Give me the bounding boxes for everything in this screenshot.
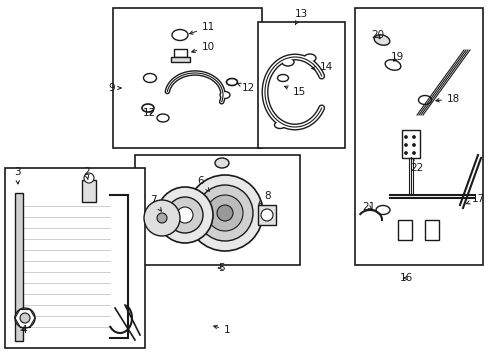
Text: 5: 5 [218, 263, 224, 273]
Bar [171, 57, 190, 62]
Text: 12: 12 [142, 108, 156, 118]
Ellipse shape [226, 78, 237, 85]
Text: 20: 20 [370, 30, 384, 40]
Text: 6: 6 [197, 176, 209, 191]
Circle shape [404, 152, 407, 154]
Ellipse shape [304, 54, 315, 62]
Bar [113, 8, 262, 148]
Text: 12: 12 [236, 83, 255, 93]
Ellipse shape [282, 58, 293, 66]
Polygon shape [22, 195, 128, 338]
Ellipse shape [274, 122, 285, 129]
Circle shape [412, 144, 415, 147]
Ellipse shape [215, 158, 228, 168]
Circle shape [157, 213, 167, 223]
Bar [401, 130, 419, 158]
Bar [258, 22, 345, 148]
Text: 13: 13 [294, 9, 307, 24]
Bar [5, 168, 145, 348]
Circle shape [404, 135, 407, 139]
Ellipse shape [277, 75, 288, 81]
Bar [15, 193, 23, 341]
Text: 7: 7 [150, 195, 161, 211]
Text: 17: 17 [466, 194, 484, 204]
Circle shape [217, 205, 232, 221]
Ellipse shape [373, 35, 389, 45]
Circle shape [84, 173, 94, 183]
Circle shape [157, 187, 213, 243]
Text: 1: 1 [213, 325, 230, 335]
Text: 9: 9 [108, 83, 121, 93]
Circle shape [186, 175, 263, 251]
Circle shape [412, 152, 415, 154]
Text: 18: 18 [435, 94, 459, 104]
Bar [174, 49, 186, 57]
Text: 19: 19 [390, 52, 404, 62]
Text: 3: 3 [14, 167, 20, 184]
Text: 10: 10 [191, 42, 215, 53]
Text: 22: 22 [409, 158, 423, 173]
Bar [397, 220, 411, 240]
Ellipse shape [172, 30, 187, 40]
Ellipse shape [142, 104, 154, 112]
Ellipse shape [157, 114, 169, 122]
Text: 2: 2 [83, 167, 89, 180]
Text: 11: 11 [189, 22, 215, 34]
Circle shape [167, 197, 203, 233]
Circle shape [261, 209, 272, 221]
Ellipse shape [418, 95, 430, 104]
Bar [82, 180, 96, 202]
Bar [424, 220, 438, 240]
Text: 8: 8 [258, 191, 270, 204]
Circle shape [177, 207, 193, 223]
Bar [354, 8, 482, 265]
Ellipse shape [385, 60, 400, 70]
Ellipse shape [143, 73, 156, 82]
Circle shape [20, 313, 30, 323]
Circle shape [404, 144, 407, 147]
Circle shape [15, 308, 35, 328]
Circle shape [197, 185, 252, 241]
Text: 21: 21 [361, 202, 374, 212]
Text: 4: 4 [20, 325, 26, 335]
Circle shape [143, 200, 180, 236]
Bar [258, 205, 275, 225]
Text: 16: 16 [399, 273, 412, 283]
Text: 15: 15 [284, 86, 305, 97]
Text: 14: 14 [311, 62, 332, 72]
Ellipse shape [220, 91, 229, 99]
Ellipse shape [375, 206, 389, 215]
Circle shape [412, 135, 415, 139]
Circle shape [206, 195, 243, 231]
Bar [135, 155, 299, 265]
